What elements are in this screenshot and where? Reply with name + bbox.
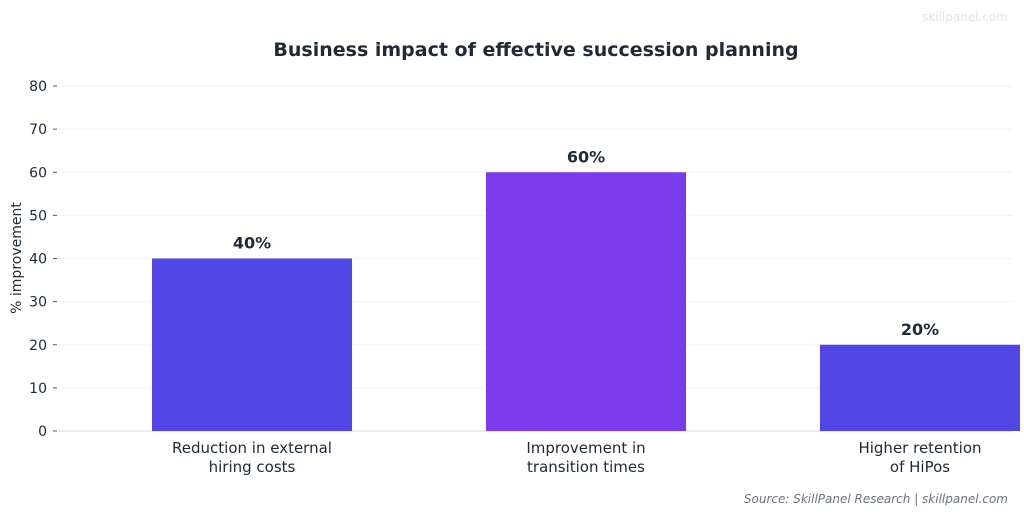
y-tick-label: 60: [29, 165, 47, 181]
y-tick-label: 0: [38, 424, 47, 440]
data-label: 60%: [567, 147, 605, 166]
data-label: 20%: [901, 320, 939, 339]
x-tick-label: Higher retention of HiPos: [858, 439, 981, 476]
y-tick-label: 80: [29, 79, 47, 95]
source-note: Source: SkillPanel Research | skillpanel…: [744, 492, 1008, 506]
y-tick-label: 40: [29, 252, 47, 268]
chart-title: Business impact of effective succession …: [273, 39, 798, 61]
y-tick-label: 70: [29, 122, 47, 138]
x-tick-label: Reduction in external hiring costs: [172, 439, 332, 476]
bar: [486, 172, 686, 431]
bar: [152, 258, 352, 431]
y-tick-label: 20: [29, 338, 47, 354]
y-tick-label: 30: [29, 295, 47, 311]
y-tick-label: 50: [29, 208, 47, 224]
watermark: skillpanel.com: [922, 10, 1008, 24]
y-axis-label: % improvement: [9, 202, 25, 314]
bar: [820, 344, 1020, 431]
labels: 0 10 20 30 40 50 60 70 80 40% Reduction in externa…: [29, 79, 981, 476]
data-label: 40%: [233, 234, 271, 253]
y-tick-label: 10: [29, 381, 47, 397]
x-tick-label: Improvement in transition times: [526, 439, 645, 476]
bars: [152, 172, 1020, 431]
